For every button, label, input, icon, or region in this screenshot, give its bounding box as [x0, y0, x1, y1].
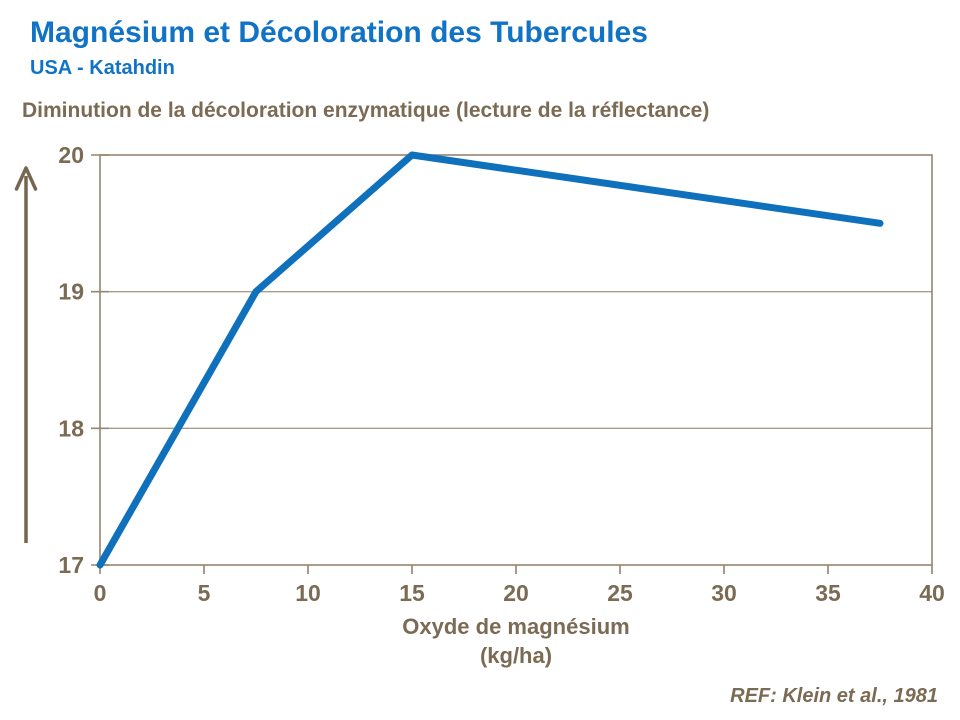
x-axis-label-line1: Oxyde de magnésium [402, 614, 630, 639]
plot-border [99, 154, 933, 566]
y-tick-label-18: 18 [58, 415, 84, 441]
x-tick-label-30: 30 [711, 580, 737, 606]
data-line-reflectance [96, 151, 884, 569]
y-tick-label-20: 20 [58, 142, 84, 168]
reference-citation: REF: Klein et al., 1981 [730, 685, 938, 707]
y-tick-label-19: 19 [58, 279, 84, 305]
page-subtitle: USA - Katahdin [30, 57, 175, 79]
x-tick-label-35: 35 [815, 580, 841, 606]
x-axis-label-line2: (kg/ha) [479, 643, 553, 668]
chart-heading: Diminution de la décoloration enzymatiqu… [22, 99, 710, 122]
x-tick-label-25: 25 [607, 580, 633, 606]
y-tick-label-17: 17 [58, 552, 84, 578]
x-tick-label-20: 20 [503, 580, 529, 606]
page-title: Magnésium et Décoloration des Tubercules [30, 16, 648, 49]
x-tick-label-15: 15 [399, 580, 425, 606]
x-axis-label: Oxyde de magnésium (kg/ha) [100, 612, 932, 670]
x-tick-label-10: 10 [295, 580, 321, 606]
y-axis-arrow-head [14, 166, 38, 191]
x-tick-label-5: 5 [198, 580, 211, 606]
x-tick-label-0: 0 [94, 580, 107, 606]
x-tick-label-40: 40 [919, 580, 945, 606]
